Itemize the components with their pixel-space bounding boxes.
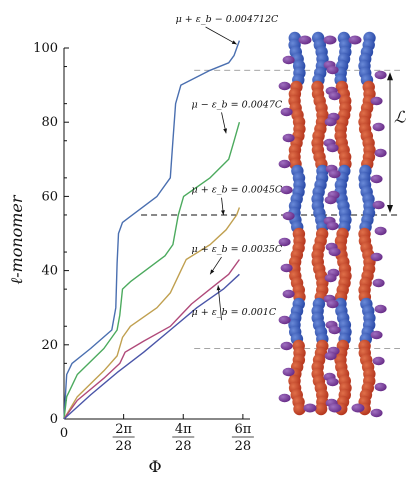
series-line-3 <box>63 259 240 420</box>
bridge-bead <box>298 35 312 45</box>
annotation-label-1: μ − ε_b = 0.0047C <box>192 99 283 110</box>
x-tick-label-den: 28 <box>115 439 132 454</box>
annotation-label-4: μ + ε_b = 0.001C <box>192 307 277 318</box>
side-chain-bead <box>372 122 385 132</box>
side-chain-bead <box>374 148 387 158</box>
side-chain-bead <box>370 408 383 418</box>
side-chain-bead <box>282 367 295 377</box>
y-axis-title: ℓ-monomer <box>7 194 26 284</box>
side-chain-bead <box>324 195 337 205</box>
annotation-arrowhead-0 <box>231 40 237 45</box>
annotation-arrowhead-2 <box>220 210 225 215</box>
annotation-label-0: μ + ε_b − 0.004712C <box>176 14 279 25</box>
polymer-illustration <box>278 31 387 418</box>
bridge-bead <box>303 403 317 413</box>
side-chain-bead <box>328 247 341 257</box>
side-chain-bead <box>324 117 337 127</box>
annotations: μ + ε_b − 0.004712C μ − ε_b = 0.0047C μ + … <box>176 14 283 321</box>
y-tick-label: 0 <box>50 412 58 427</box>
annotation-arrow-0 <box>205 26 237 45</box>
x-axis-title: Φ <box>148 457 161 476</box>
side-chain-bead <box>372 200 385 210</box>
annotation-arrow-4 <box>217 285 222 321</box>
bridge-bead <box>348 35 362 45</box>
side-chain-bead <box>278 237 291 247</box>
series-line-2 <box>63 207 241 420</box>
y-tick-label: 40 <box>41 264 58 279</box>
annotation-label-3: μ + ε_b = 0.0035C <box>192 244 283 255</box>
side-chain-bead <box>374 226 387 236</box>
axes: 0 20 40 60 80 100 0 2π 28 4π 28 6π 28 <box>33 41 254 454</box>
side-chain-bead <box>324 273 337 283</box>
side-chain-bead <box>374 304 387 314</box>
side-chain-bead <box>370 96 383 106</box>
x-tick-label-num: 4π <box>175 422 192 437</box>
annotation-arrowhead-3 <box>210 269 215 275</box>
side-chain-bead <box>324 351 337 361</box>
series-line-1 <box>63 122 241 420</box>
side-chain-bead <box>280 107 293 117</box>
bridge-bead <box>323 35 337 45</box>
period-bracket: ℒ <box>387 72 406 213</box>
annotation-label-2: μ + ε_b = 0.0045C <box>192 185 283 196</box>
annotation-arrowhead-4 <box>216 285 221 291</box>
side-chain-bead <box>282 289 295 299</box>
side-chain-bead <box>372 356 385 366</box>
side-chain-bead <box>326 143 339 153</box>
side-chain-bead <box>280 341 293 351</box>
side-chain-bead <box>328 91 341 101</box>
series-group <box>63 40 241 420</box>
x-tick-label: 0 <box>60 426 68 441</box>
side-chain-bead <box>326 299 339 309</box>
side-chain-bead <box>374 70 387 80</box>
bracket-arrow-bottom <box>387 204 393 213</box>
bridge-bead <box>328 403 342 413</box>
x-tick-label-num: 6π <box>234 422 251 437</box>
x-tick-label-den: 28 <box>175 439 192 454</box>
side-chain-bead <box>374 382 387 392</box>
x-tick-label-num: 2π <box>115 422 132 437</box>
bracket-arrow-top <box>387 72 393 81</box>
bead <box>293 402 306 416</box>
side-chain-bead <box>372 278 385 288</box>
bracket-label: ℒ <box>394 108 406 127</box>
side-chain-bead <box>326 65 339 75</box>
side-chain-bead <box>328 169 341 179</box>
series-line-4 <box>63 273 240 420</box>
side-chain-bead <box>280 263 293 273</box>
y-tick-label: 60 <box>41 189 58 204</box>
side-chain-bead <box>282 55 295 65</box>
side-chain-bead <box>282 133 295 143</box>
side-chain-bead <box>278 159 291 169</box>
side-chain-bead <box>370 252 383 262</box>
bead <box>314 402 328 416</box>
y-tick-label: 80 <box>41 115 58 130</box>
side-chain-bead <box>280 185 293 195</box>
side-chain-bead <box>326 221 339 231</box>
side-chain-bead <box>326 377 339 387</box>
y-tick-label: 100 <box>33 41 58 56</box>
side-chain-bead <box>282 211 295 221</box>
series-line-0 <box>63 40 241 420</box>
x-tick-label-den: 28 <box>235 439 252 454</box>
bridge-bead <box>351 403 365 413</box>
side-chain-bead <box>278 393 291 403</box>
side-chain-bead <box>278 81 291 91</box>
y-tick-label: 20 <box>41 338 58 353</box>
side-chain-bead <box>278 315 291 325</box>
side-chain-bead <box>328 325 341 335</box>
annotation-arrowhead-1 <box>223 128 228 134</box>
side-chain-bead <box>370 174 383 184</box>
side-chain-bead <box>370 330 383 340</box>
